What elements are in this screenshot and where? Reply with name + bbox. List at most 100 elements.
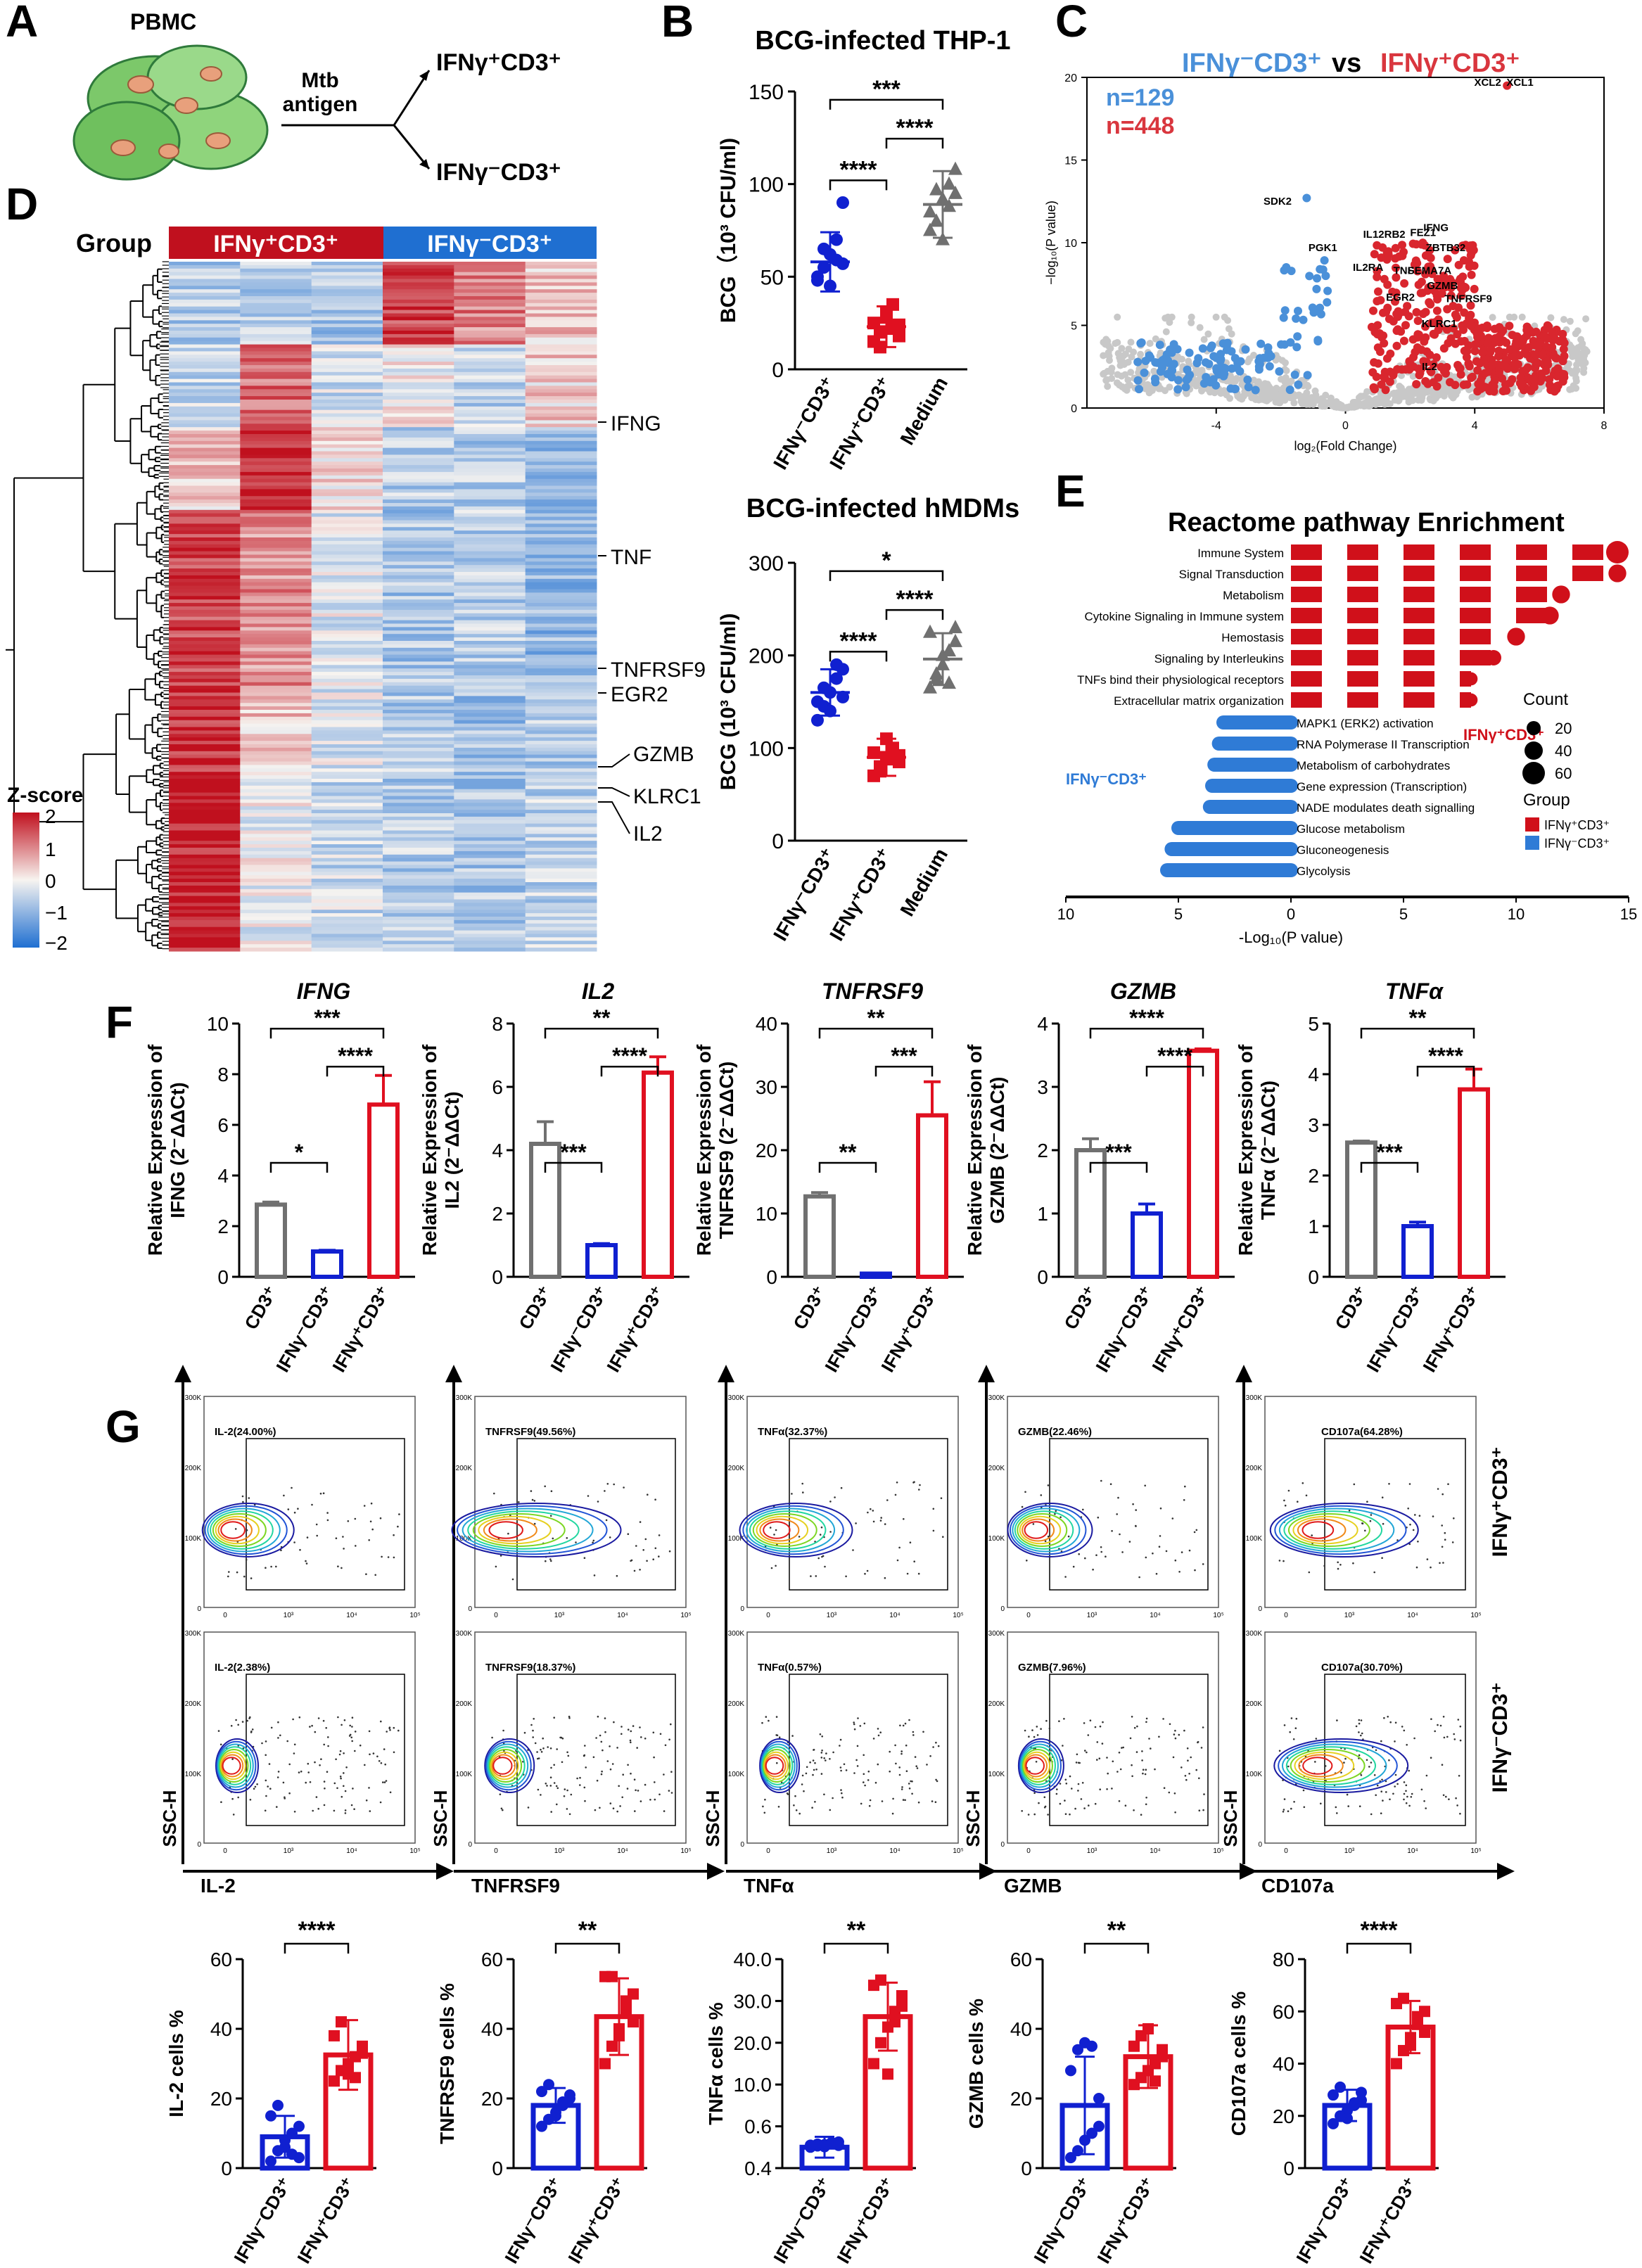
heatmap-cell <box>240 313 312 317</box>
heatmap-cell <box>169 699 241 703</box>
heatmap-cell <box>383 751 454 756</box>
heatmap-cell <box>169 875 241 879</box>
data-point <box>923 624 937 638</box>
flow-x-tick: 0 <box>766 1612 770 1619</box>
event-dot <box>801 1783 803 1785</box>
heatmap-cell <box>311 885 383 890</box>
event-dot <box>630 1741 632 1744</box>
heatmap-cell <box>240 772 312 776</box>
event-dot <box>1088 1804 1090 1807</box>
volcano-point-up <box>1501 386 1510 395</box>
heatmap-cell <box>525 723 597 728</box>
event-dot <box>1186 1747 1189 1750</box>
sig-bracket <box>544 1161 603 1173</box>
sig-bracket <box>829 179 888 191</box>
volcano-point-up <box>1464 359 1473 368</box>
event-dot <box>337 1716 339 1719</box>
event-dot <box>398 1513 400 1515</box>
heatmap-cell <box>525 741 597 745</box>
heatmap-cell <box>169 723 241 728</box>
heatmap-cell <box>311 627 383 631</box>
heatmap-cell <box>383 355 454 359</box>
heatmap-cell <box>311 834 383 838</box>
heatmap-cell <box>454 400 526 404</box>
sig-bracket <box>1416 1065 1475 1077</box>
heatmap-cell <box>454 420 526 424</box>
heatmap-cell <box>525 668 597 673</box>
heatmap-cell <box>383 637 454 642</box>
heatmap-cell <box>525 596 597 600</box>
heatmap-cell <box>525 647 597 652</box>
legend-group-swatch <box>1525 836 1539 850</box>
heatmap-cell <box>454 262 526 266</box>
event-dot <box>1184 1775 1187 1777</box>
event-dot <box>369 1520 372 1523</box>
heatmap-cell <box>169 792 241 797</box>
event-dot <box>1287 1765 1290 1768</box>
heatmap-cell <box>454 723 526 728</box>
heatmap-cell <box>169 789 241 794</box>
heatmap-cell <box>454 268 526 273</box>
heatmap-cell <box>454 934 526 938</box>
heatmap-cell <box>525 302 597 307</box>
heatmap-cell <box>454 651 526 656</box>
event-dot <box>917 1572 920 1575</box>
event-dot <box>319 1492 322 1495</box>
event-dot <box>892 1797 894 1800</box>
y-tick-label: 20 <box>481 2088 503 2110</box>
heatmap-cell <box>311 471 383 476</box>
event-dot <box>298 1771 300 1773</box>
heatmap-cell <box>525 471 597 476</box>
heatmap-cell <box>525 558 597 562</box>
event-dot <box>616 1747 618 1749</box>
reactome-title: Reactome pathway Enrichment <box>1168 508 1565 537</box>
event-dot <box>1188 1773 1190 1775</box>
heatmap-cell <box>311 837 383 841</box>
y-tick-label: 1 <box>1308 1216 1319 1237</box>
density-contour <box>763 1749 791 1783</box>
heatmap-cell <box>240 523 312 528</box>
heatmap-cell <box>525 910 597 914</box>
heatmap-cell <box>383 296 454 300</box>
volcano-point-ns <box>1108 364 1116 372</box>
density-contour <box>462 1508 594 1553</box>
event-dot <box>323 1804 326 1807</box>
heatmap-cell <box>240 641 312 645</box>
event-dot <box>1101 1743 1104 1745</box>
y-tick-label: 6 <box>492 1076 503 1098</box>
heatmap-cell <box>454 792 526 797</box>
event-dot <box>343 1719 346 1721</box>
heatmap-cell <box>383 609 454 614</box>
heatmap-cell <box>383 351 454 355</box>
output-positive-label: IFNγ⁺CD3⁺ <box>436 49 561 76</box>
flow-x-tick: 10⁵ <box>953 1847 963 1855</box>
event-dot <box>619 1805 621 1807</box>
event-dot <box>317 1717 320 1719</box>
y-tick-label: 1 <box>1037 1203 1048 1225</box>
volcano-point-ns <box>1397 384 1405 392</box>
heatmap-cell <box>383 506 454 511</box>
heatmap-cell <box>169 396 241 400</box>
heatmap-cell <box>169 923 241 928</box>
gene-annotation: IL2RA <box>1353 262 1384 274</box>
event-dot <box>268 1763 271 1765</box>
heatmap-cell <box>454 930 526 935</box>
event-dot <box>658 1793 661 1796</box>
volcano-point-up <box>1475 359 1484 368</box>
heatmap-cell <box>383 492 454 497</box>
volcano-point-ns <box>1406 397 1413 404</box>
event-dot <box>380 1762 383 1764</box>
density-contour <box>1301 1521 1335 1539</box>
heatmap-cell <box>169 730 241 734</box>
volcano-point-down <box>1202 373 1211 382</box>
event-dot <box>1144 1484 1146 1487</box>
volcano-point-down <box>1293 332 1302 341</box>
heatmap-cell <box>311 386 383 390</box>
heatmap-cell <box>240 475 312 480</box>
event-dot <box>1457 1719 1460 1721</box>
event-dot <box>293 1743 296 1746</box>
heatmap-cell <box>240 362 312 366</box>
heatmap-cell <box>240 882 312 886</box>
